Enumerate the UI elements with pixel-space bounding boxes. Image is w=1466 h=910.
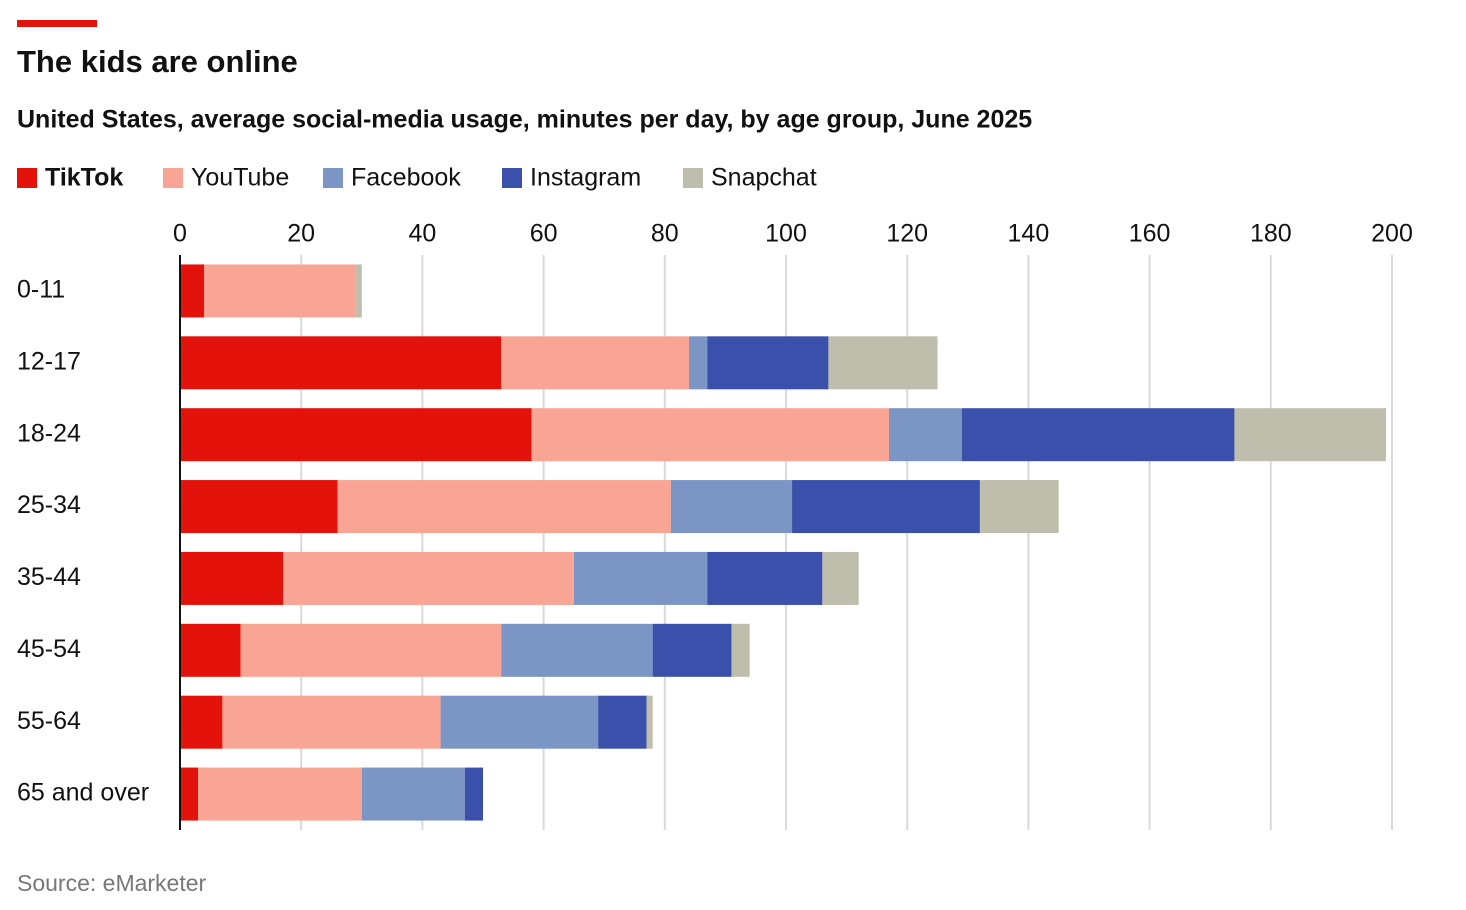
legend-label: TikTok bbox=[45, 164, 123, 192]
bar-segment bbox=[707, 551, 823, 605]
bar-segment bbox=[222, 695, 441, 749]
bar-segment bbox=[573, 551, 708, 605]
bar-segment bbox=[180, 695, 223, 749]
y-tick-label: 0-11 bbox=[17, 276, 65, 304]
bar-segment bbox=[361, 767, 465, 821]
legend-label: YouTube bbox=[191, 164, 289, 192]
x-tick-label: 20 bbox=[287, 220, 315, 248]
bar-segment bbox=[180, 408, 532, 462]
plot: 0 20 40 60 80 100 120 140 160 180 200 0-11 12-17 18-2… bbox=[17, 220, 1413, 830]
y-tick-label: 55-64 bbox=[17, 707, 81, 735]
bar-segment bbox=[355, 264, 362, 318]
x-tick-label: 100 bbox=[765, 220, 807, 248]
y-tick-label: 18-24 bbox=[17, 419, 81, 447]
bar-segment bbox=[889, 408, 962, 462]
y-tick-label: 45-54 bbox=[17, 635, 81, 663]
x-tick-label: 80 bbox=[651, 220, 679, 248]
legend-swatch bbox=[502, 168, 522, 188]
bar-segment bbox=[283, 551, 574, 605]
bar-segment bbox=[670, 480, 793, 534]
bar-segment bbox=[198, 767, 362, 821]
bar-segment bbox=[440, 695, 599, 749]
bar-segment bbox=[1234, 408, 1386, 462]
chart-title: The kids are online bbox=[17, 44, 298, 79]
y-tick-label: 65 and over bbox=[17, 779, 149, 807]
bar-segment bbox=[707, 336, 829, 390]
bar-segment bbox=[464, 767, 483, 821]
legend-swatch bbox=[163, 168, 183, 188]
bar-segment bbox=[180, 551, 284, 605]
legend-swatch bbox=[17, 168, 37, 188]
x-tick-label: 200 bbox=[1371, 220, 1413, 248]
y-tick-label: 25-34 bbox=[17, 491, 81, 519]
bar-segment bbox=[792, 480, 980, 534]
bar-segment bbox=[337, 480, 671, 534]
bar-segment bbox=[598, 695, 647, 749]
bar-segment bbox=[731, 623, 750, 677]
bar-segment bbox=[646, 695, 653, 749]
x-tick-label: 60 bbox=[530, 220, 558, 248]
bar-segment bbox=[180, 264, 205, 318]
x-tick-label: 0 bbox=[173, 220, 187, 248]
y-tick-label: 12-17 bbox=[17, 347, 81, 375]
y-tick-label: 35-44 bbox=[17, 563, 81, 591]
legend-label: Instagram bbox=[530, 164, 641, 192]
x-tick-label: 140 bbox=[1008, 220, 1050, 248]
legend-swatch bbox=[323, 168, 343, 188]
title-accent bbox=[17, 20, 97, 27]
legend-label: Snapchat bbox=[711, 164, 817, 192]
legend-swatch bbox=[683, 168, 703, 188]
bar-segment bbox=[828, 336, 938, 390]
bar-segment bbox=[240, 623, 502, 677]
bar-segment bbox=[979, 480, 1059, 534]
bar-segment bbox=[180, 623, 241, 677]
bar-segment bbox=[961, 408, 1235, 462]
bar-segment bbox=[204, 264, 356, 318]
bar-segment bbox=[180, 767, 199, 821]
bar-segment bbox=[501, 336, 690, 390]
bar-segment bbox=[501, 623, 653, 677]
bar-segment bbox=[531, 408, 890, 462]
x-tick-label: 180 bbox=[1250, 220, 1292, 248]
bar-segment bbox=[689, 336, 708, 390]
x-tick-label: 40 bbox=[408, 220, 436, 248]
legend-label: Facebook bbox=[351, 164, 461, 192]
source: Source: eMarketer bbox=[17, 870, 207, 896]
bar-segment bbox=[822, 551, 859, 605]
bar-segment bbox=[180, 480, 338, 534]
x-tick-label: 120 bbox=[886, 220, 928, 248]
bar-segment bbox=[652, 623, 732, 677]
bar-segment bbox=[180, 336, 502, 390]
legend: TikTok YouTube Facebook Instagram Snapchat bbox=[17, 164, 817, 192]
chart-subtitle: United States, average social-media usag… bbox=[17, 106, 1032, 134]
x-tick-label: 160 bbox=[1129, 220, 1171, 248]
